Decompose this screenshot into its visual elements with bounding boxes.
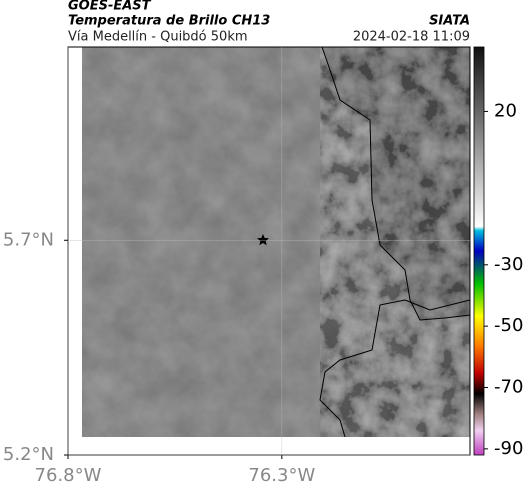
datetime: 2024-02-18 11:09	[353, 30, 470, 45]
y-tick-label: 5.7°N	[3, 229, 54, 250]
x-tick-label: 76.8°W	[35, 465, 102, 486]
colorbar-tick-label: -70	[494, 377, 523, 398]
org: SIATA	[429, 14, 470, 29]
y-tick-label: 5.2°N	[3, 444, 54, 465]
colorbar-tick-label: -50	[494, 315, 523, 336]
location-marker	[257, 234, 269, 246]
route: Vía Medellín - Quibdó 50km	[68, 30, 248, 45]
source: GOES-EAST	[68, 0, 152, 14]
colorbar-tick-label: -30	[494, 254, 523, 275]
colorbar-tick-label: -90	[494, 438, 523, 459]
product: Temperatura de Brillo CH13	[68, 14, 270, 29]
satellite-image	[82, 47, 470, 437]
colorbar	[473, 46, 485, 456]
colorbar-tick-label: 20	[494, 100, 517, 121]
x-tick-label: 76.3°W	[248, 465, 315, 486]
